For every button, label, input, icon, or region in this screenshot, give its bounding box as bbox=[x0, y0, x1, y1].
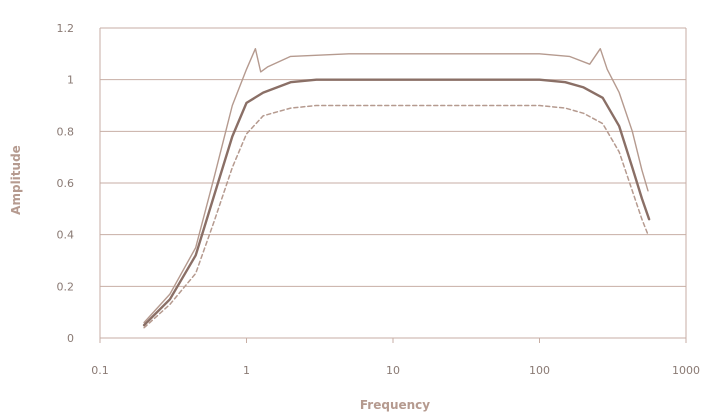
x-tick-label: 10 bbox=[386, 364, 400, 377]
y-tick-label: 0.8 bbox=[57, 125, 75, 138]
y-tick-label: 0.2 bbox=[57, 280, 75, 293]
y-tick-labels: 0 0.2 0.4 0.6 0.8 1 1.2 bbox=[57, 22, 75, 345]
y-tick-label: 0.4 bbox=[57, 229, 75, 242]
series-lines bbox=[142, 48, 651, 329]
x-tick-label: 1 bbox=[243, 364, 250, 377]
x-tick-labels: 0.1 1 10 100 1000 bbox=[91, 364, 700, 377]
grid-lines bbox=[100, 27, 686, 339]
y-tick-label: 0 bbox=[67, 332, 74, 345]
y-tick-label: 1 bbox=[67, 74, 74, 87]
series-line-1 bbox=[143, 48, 649, 324]
x-tick-label: 0.1 bbox=[91, 364, 109, 377]
x-tick-label: 100 bbox=[529, 364, 550, 377]
series-line-2 bbox=[142, 78, 651, 327]
series-line-3 bbox=[143, 104, 649, 329]
x-tick-label: 1000 bbox=[672, 364, 700, 377]
y-tick-label: 1.2 bbox=[57, 22, 75, 35]
y-axis-title: Amplitude bbox=[9, 145, 23, 215]
x-axis-title: Frequency bbox=[360, 398, 430, 412]
axes bbox=[99, 28, 687, 343]
y-tick-label: 0.6 bbox=[57, 177, 75, 190]
